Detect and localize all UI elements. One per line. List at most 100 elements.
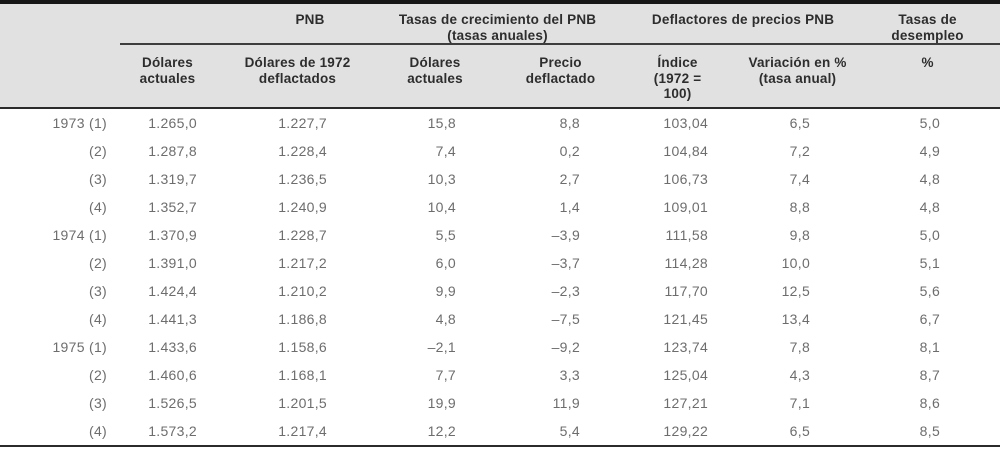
table-row: (4) 1.441,3 1.186,8 4,8 –7,5 121,45 13,4… (0, 305, 1000, 333)
cell-value: 12,5 (781, 283, 811, 299)
cell-value: 15,8 (427, 115, 457, 131)
cell-value: 19,9 (427, 395, 457, 411)
cell-value: 1.228,4 (278, 143, 328, 159)
group-header-price-deflators-label: Deflactores de precios PNB (651, 12, 835, 27)
cell-value: 6,0 (435, 255, 457, 271)
cell-value: 5,0 (919, 227, 941, 243)
group-header-unemployment: Tasas de desempleo (855, 2, 1000, 45)
cell-value: 4,8 (919, 199, 941, 215)
cell-value: 9,9 (435, 283, 457, 299)
row-label: (3) (88, 395, 107, 411)
cell-value: 5,4 (559, 423, 581, 439)
subheader-unemployment-percent: % (855, 44, 1000, 109)
table-header: PNB Tasas de crecimiento del PNB (tasas … (0, 2, 1000, 109)
group-header-row: PNB Tasas de crecimiento del PNB (tasas … (0, 2, 1000, 45)
cell-value: 1.287,8 (148, 143, 197, 159)
corner-cell-2 (0, 44, 120, 109)
cell-value: 7,8 (789, 339, 811, 355)
group-header-pnb: PNB (120, 2, 381, 45)
subheader-current-dollars-growth: Dólares actuales (380, 44, 491, 109)
cell-value: 7,4 (789, 171, 811, 187)
cell-value: 104,84 (663, 143, 709, 159)
subheader-index-1972: Índice (1972 = 100) (615, 44, 741, 109)
cell-value: 4,8 (919, 171, 941, 187)
cell-value: 6,7 (919, 311, 941, 327)
corner-cell (0, 2, 120, 44)
cell-value: 6,5 (789, 423, 811, 439)
cell-value: 5,6 (919, 283, 941, 299)
table-row: 1973 (1) 1.265,0 1.227,7 15,8 8,8 103,04… (0, 108, 1000, 137)
subheader-deflated-1972-dollars: Dólares de 1972 deflactados (215, 44, 381, 109)
subheader-current-dollars: Dólares actuales (120, 44, 215, 109)
table-row: (2) 1.287,8 1.228,4 7,4 0,2 104,84 7,2 4… (0, 137, 1000, 165)
cell-value: 8,1 (919, 339, 941, 355)
cell-value: 4,3 (789, 367, 811, 383)
cell-value: 6,5 (789, 115, 811, 131)
cell-value: 1.526,5 (148, 395, 197, 411)
cell-value: 8,5 (919, 423, 941, 439)
group-header-price-deflators: Deflactores de precios PNB (615, 2, 856, 45)
cell-value: 1.319,7 (148, 171, 197, 187)
cell-value: 117,70 (664, 283, 709, 299)
cell-value: 1.228,7 (278, 227, 328, 243)
cell-value: 8,8 (789, 199, 811, 215)
row-label: (2) (88, 143, 107, 159)
cell-value: 8,7 (919, 367, 941, 383)
cell-value: –3,7 (551, 255, 581, 271)
row-label: (4) (88, 199, 107, 215)
cell-value: 1.441,3 (148, 311, 197, 327)
row-label: 1973 (1) (52, 115, 107, 131)
cell-value: 1.433,6 (148, 339, 197, 355)
cell-value: 3,3 (559, 367, 581, 383)
cell-value: 1,4 (559, 199, 581, 215)
table-row: (4) 1.352,7 1.240,9 10,4 1,4 109,01 8,8 … (0, 193, 1000, 221)
cell-value: 0,2 (559, 143, 581, 159)
cell-value: 1.217,4 (278, 423, 328, 439)
cell-value: 8,6 (919, 395, 941, 411)
table-row: (3) 1.424,4 1.210,2 9,9 –2,3 117,70 12,5… (0, 277, 1000, 305)
cell-value: 9,8 (789, 227, 811, 243)
cell-value: 1.227,7 (278, 115, 328, 131)
cell-value: 1.201,5 (278, 395, 328, 411)
cell-value: 7,1 (789, 395, 811, 411)
cell-value: 10,3 (427, 171, 457, 187)
cell-value: 1.424,4 (148, 283, 197, 299)
cell-value: 127,21 (663, 395, 709, 411)
cell-value: 8,8 (559, 115, 581, 131)
cell-value: 5,1 (919, 255, 941, 271)
cell-value: 1.370,9 (148, 227, 197, 243)
subheader-deflated-price-label: Precio deflactado (525, 55, 596, 86)
cell-value: 1.573,2 (148, 423, 197, 439)
row-label: 1975 (1) (52, 339, 107, 355)
table-body: 1973 (1) 1.265,0 1.227,7 15,8 8,8 103,04… (0, 108, 1000, 446)
cell-value: 125,04 (663, 367, 709, 383)
cell-value: –2,1 (427, 339, 457, 355)
table-row: 1975 (1) 1.433,6 1.158,6 –2,1 –9,2 123,7… (0, 333, 1000, 361)
cell-value: 1.460,6 (148, 367, 197, 383)
cell-value: 1.158,6 (278, 339, 328, 355)
cell-value: 13,4 (781, 311, 811, 327)
cell-value: 103,04 (663, 115, 709, 131)
cell-value: 129,22 (663, 423, 709, 439)
cell-value: –7,5 (551, 311, 581, 327)
cell-value: 5,5 (435, 227, 457, 243)
row-label: 1974 (1) (52, 227, 107, 243)
table-row: (2) 1.391,0 1.217,2 6,0 –3,7 114,28 10,0… (0, 249, 1000, 277)
cell-value: 121,45 (663, 311, 709, 327)
cell-value: 1.391,0 (148, 255, 197, 271)
cell-value: 5,0 (919, 115, 941, 131)
table-row: (2) 1.460,6 1.168,1 7,7 3,3 125,04 4,3 8… (0, 361, 1000, 389)
subheader-deflated-price: Precio deflactado (490, 44, 616, 109)
cell-value: 109,01 (663, 199, 709, 215)
cell-value: 10,4 (427, 199, 457, 215)
cell-value: 12,2 (427, 423, 457, 439)
cell-value: 10,0 (781, 255, 811, 271)
subheader-variation-percent: Variación en % (tasa anual) (740, 44, 856, 109)
cell-value: 1.236,5 (278, 171, 328, 187)
cell-value: 11,9 (552, 395, 581, 411)
cell-value: 1.210,2 (278, 283, 328, 299)
cell-value: 1.352,7 (148, 199, 197, 215)
cell-value: 7,7 (435, 367, 457, 383)
group-header-growth-rates: Tasas de crecimiento del PNB (tasas anua… (380, 2, 616, 45)
